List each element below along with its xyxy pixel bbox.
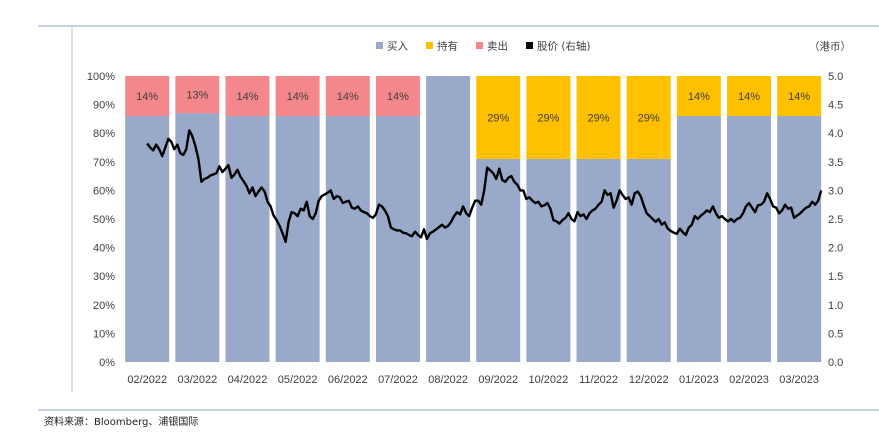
x-tick-13: 03/2023 [779,374,819,386]
legend-swatch-1 [426,42,433,49]
bar-label-2-1: 13% [186,90,208,102]
x-tick-11: 01/2023 [679,374,719,386]
bar-2-3 [275,76,320,117]
x-tick-12: 02/2023 [729,374,769,386]
bar-0-3 [275,116,320,362]
bar-0-2 [225,116,270,362]
x-tick-3: 05/2022 [278,374,318,386]
left-tick-7: 70% [93,157,115,169]
bar-label-1-10: 29% [638,112,660,124]
right-tick-0: 0.0 [828,357,843,369]
legend-label-2: 卖出 [487,40,508,53]
bar-label-2-5: 14% [387,91,409,103]
bar-2-1 [175,76,220,114]
bar-2-5 [375,76,420,117]
left-tick-0: 0% [99,357,115,369]
legend-label-0: 买入 [387,41,408,53]
bar-0-7 [476,158,521,362]
bar-1-9 [576,76,621,159]
bar-0-13 [777,116,822,362]
right-tick-10: 5.0 [828,71,843,83]
legend-swatch-2 [476,42,483,49]
right-axis-unit-label: （港币） [809,41,851,53]
legend-label-3: 股价 (右轴) [537,40,591,53]
bar-label-1-11: 14% [688,91,710,103]
x-tick-7: 09/2022 [478,374,518,386]
left-tick-4: 40% [93,243,115,255]
right-tick-8: 4.0 [828,128,843,140]
bar-series-group [125,76,822,363]
right-axis-tick-labels: 0.0 0.5 1.0 1.5 2.0 2.5 3.0 3.5 4.0 4.5 5.0 [828,71,843,369]
left-tick-3: 30% [93,271,115,283]
bar-label-2-0: 14% [136,91,158,103]
bar-2-2 [225,76,270,117]
x-tick-8: 10/2022 [529,374,569,386]
bar-1-10 [626,76,671,159]
bar-2-0 [125,76,170,117]
x-tick-0: 02/2022 [127,374,167,386]
bar-0-11 [676,116,721,362]
x-tick-9: 11/2022 [579,374,618,386]
bar-0-9 [576,158,621,362]
bar-1-8 [526,76,571,159]
x-tick-5: 07/2022 [378,374,418,386]
right-tick-6: 3.0 [828,185,843,197]
right-tick-2: 1.0 [828,300,843,312]
right-tick-7: 3.5 [828,157,843,169]
right-tick-5: 2.5 [828,214,843,226]
bar-label-1-9: 29% [588,112,610,124]
bar-label-1-12: 14% [738,91,760,103]
x-tick-2: 04/2022 [228,374,268,386]
bar-label-1-13: 14% [788,91,810,103]
bar-1-11 [676,76,721,117]
left-tick-9: 90% [93,100,115,112]
x-tick-10: 12/2022 [629,374,669,386]
bar-0-5 [375,116,420,362]
bar-1-12 [727,76,771,117]
bar-1-7 [476,76,521,159]
bar-label-2-4: 14% [337,91,359,103]
legend-swatch-0 [376,42,383,49]
bar-0-12 [727,116,771,362]
left-tick-5: 50% [93,214,115,226]
x-axis-tick-labels: 02/2022 03/2022 04/2022 05/2022 06/2022 07/20… [127,374,819,386]
left-tick-10: 100% [87,71,115,83]
bar-1-13 [777,76,822,117]
legend-label-1: 持有 [437,40,458,53]
right-tick-4: 2.0 [828,243,843,255]
bar-data-labels: 14% 13% 14% 14% 14% 14% 29% 29% 29% 29% 14% 14% 14% [136,90,810,125]
bar-0-4 [325,116,370,362]
price-line-layer [146,129,823,244]
x-tick-6: 08/2022 [428,374,468,386]
bar-0-8 [526,158,571,362]
legend: 买入 持有 卖出 股价 (右轴) [376,40,591,53]
left-tick-8: 80% [93,128,115,140]
source-note: 资料来源：Bloomberg、浦银国际 [44,417,199,428]
right-tick-3: 1.5 [828,271,843,283]
left-tick-6: 60% [93,185,115,197]
right-tick-9: 4.5 [828,100,843,112]
bar-label-1-7: 29% [487,112,509,124]
legend-swatch-3 [526,42,533,49]
bar-0-10 [626,158,671,362]
price-line [146,129,823,244]
bar-label-2-3: 14% [287,91,309,103]
x-tick-4: 06/2022 [328,374,368,386]
bar-0-6 [426,76,471,362]
right-tick-1: 0.5 [828,328,843,340]
bar-label-2-2: 14% [236,91,258,103]
left-tick-2: 20% [93,300,115,312]
x-tick-1: 03/2022 [177,374,217,386]
left-axis-tick-labels: 0% 10% 20% 30% 40% 50% 60% 70% 80% 90% 100% [87,71,115,369]
bar-2-4 [325,76,370,117]
left-tick-1: 10% [93,328,115,340]
bar-label-1-8: 29% [537,112,559,124]
